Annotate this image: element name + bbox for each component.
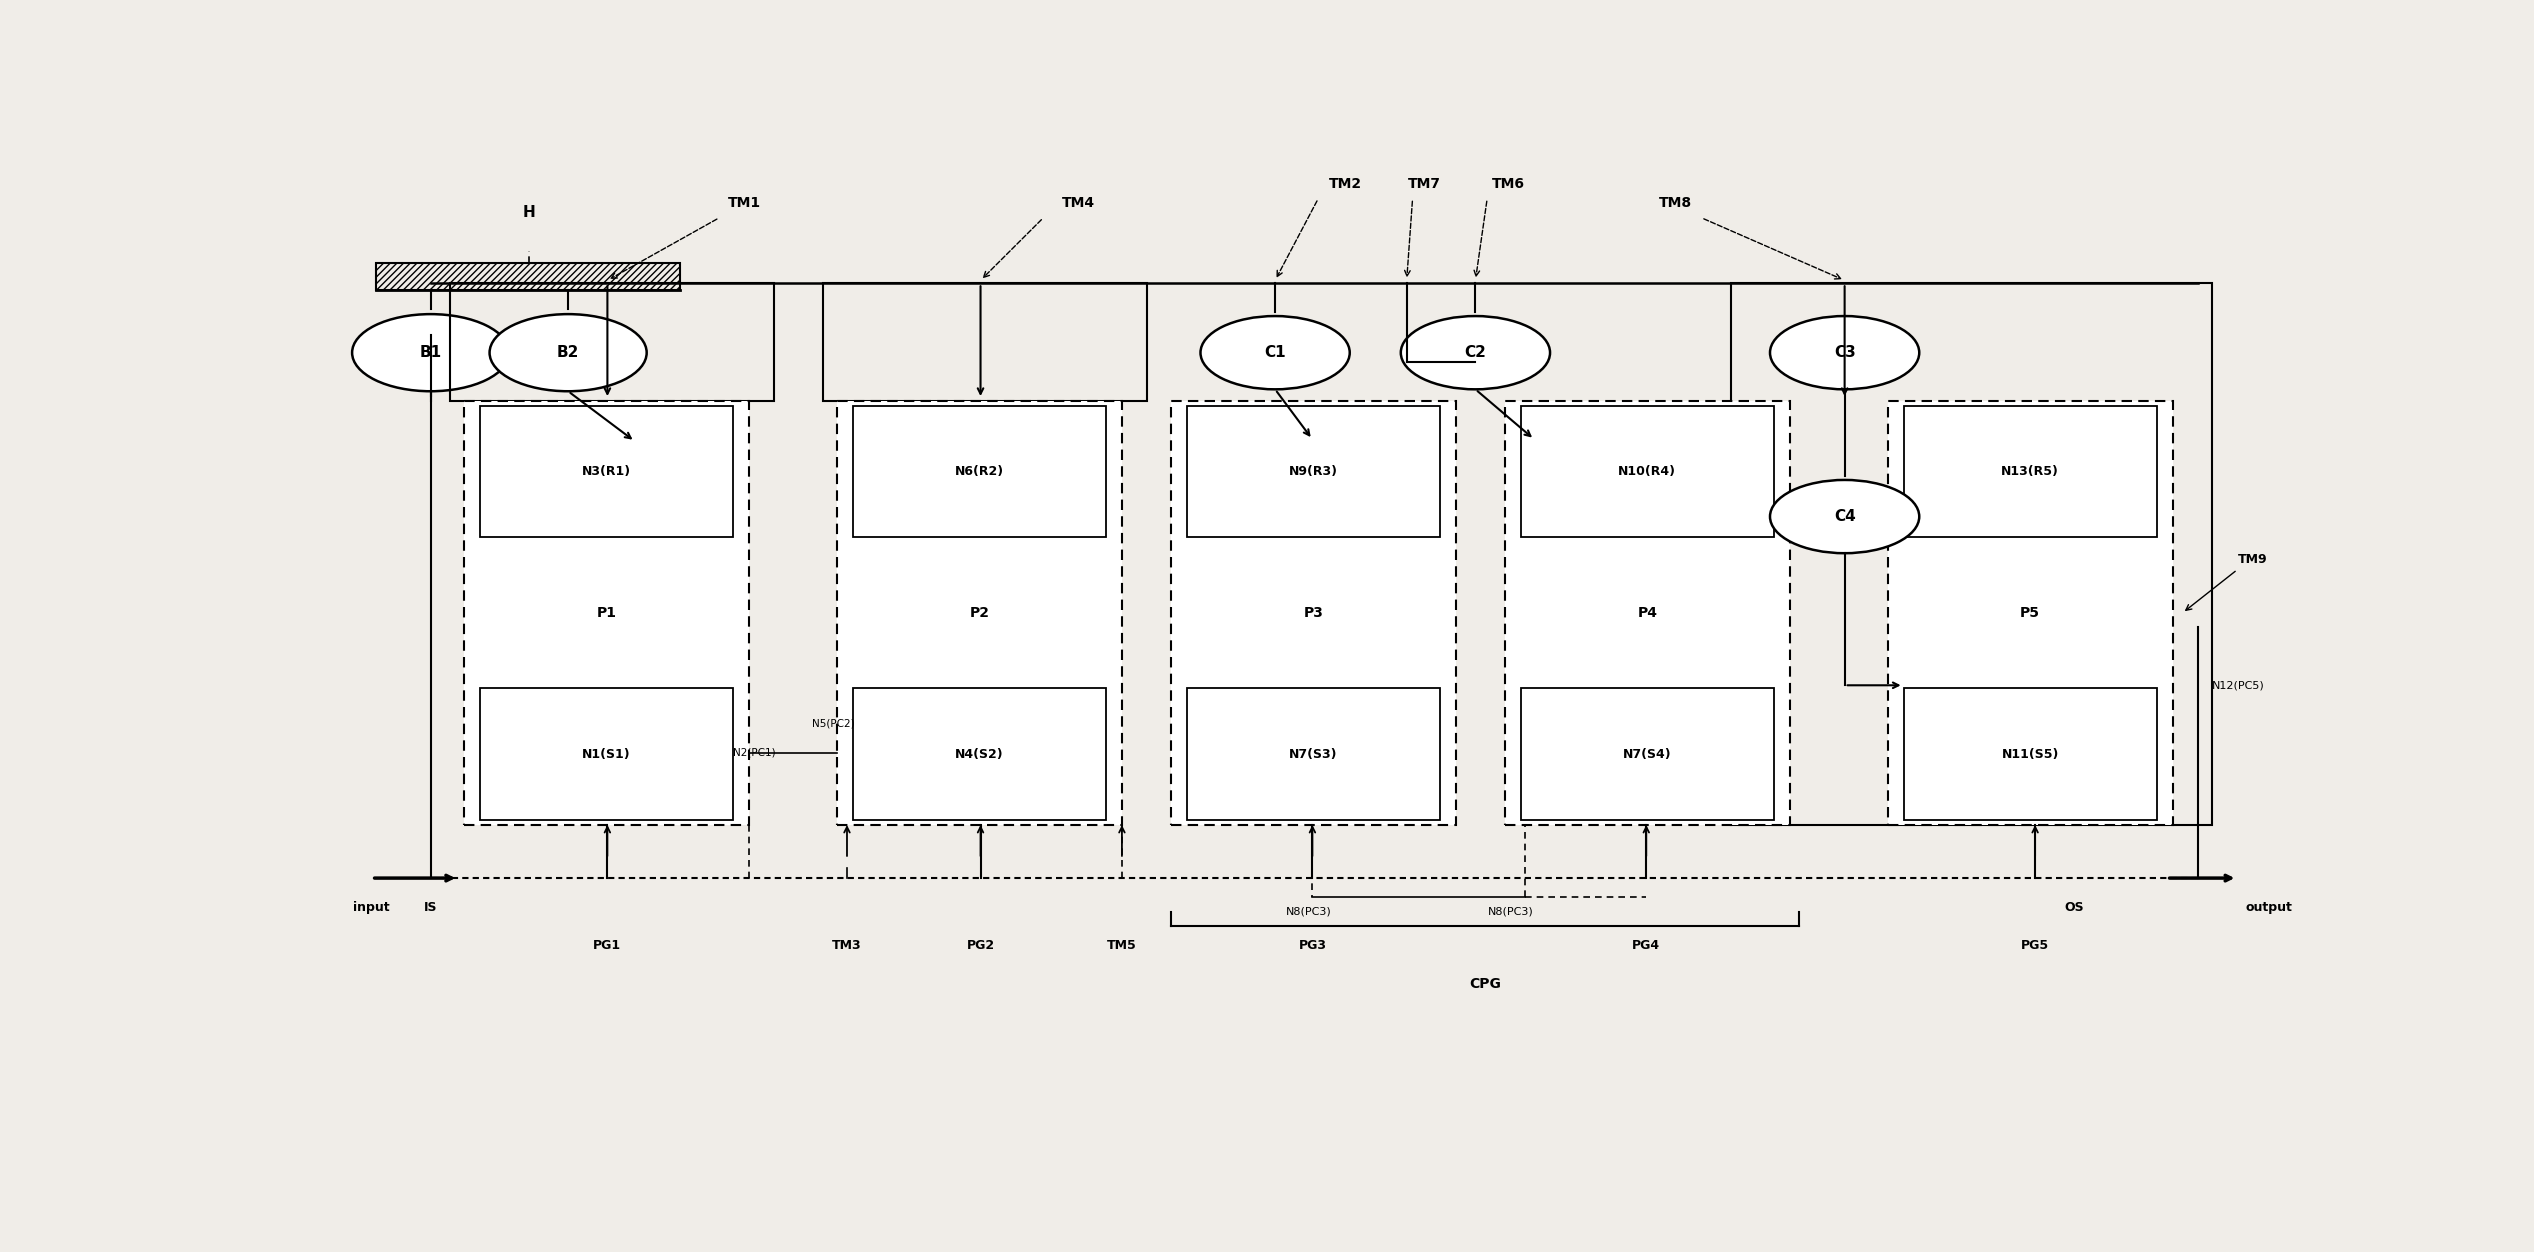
Text: C4: C4: [1835, 510, 1855, 525]
Circle shape: [1201, 316, 1351, 389]
Text: TM6: TM6: [1493, 177, 1525, 192]
Bar: [824, 283, 1148, 401]
Text: N9(R3): N9(R3): [1290, 464, 1338, 478]
Bar: [375, 263, 679, 290]
Text: PG5: PG5: [2022, 939, 2050, 952]
Text: TM1: TM1: [727, 197, 760, 210]
Text: PG4: PG4: [1632, 939, 1660, 952]
Text: H: H: [522, 205, 535, 220]
Text: N3(R1): N3(R1): [583, 464, 631, 478]
Text: PG2: PG2: [965, 939, 993, 952]
Text: C3: C3: [1835, 346, 1855, 361]
Text: N7(S4): N7(S4): [1622, 747, 1672, 761]
Bar: [1171, 401, 1455, 825]
Bar: [1731, 283, 2212, 825]
Text: N8(PC3): N8(PC3): [1285, 906, 1330, 916]
Text: N1(S1): N1(S1): [583, 747, 631, 761]
Bar: [451, 283, 775, 401]
Text: TM7: TM7: [1409, 177, 1442, 192]
Text: N10(R4): N10(R4): [1619, 464, 1678, 478]
Bar: [479, 406, 732, 537]
Text: P5: P5: [2020, 606, 2040, 620]
Text: P3: P3: [1302, 606, 1323, 620]
Bar: [1520, 689, 1774, 820]
Text: N5(PC2): N5(PC2): [811, 719, 854, 729]
Text: TM2: TM2: [1330, 177, 1363, 192]
Text: P2: P2: [971, 606, 991, 620]
Text: N6(R2): N6(R2): [955, 464, 1003, 478]
Text: CPG: CPG: [1470, 977, 1500, 992]
Bar: [464, 401, 750, 825]
Circle shape: [1401, 316, 1551, 389]
Text: TM4: TM4: [1062, 197, 1095, 210]
Text: B1: B1: [421, 346, 441, 361]
Text: TM9: TM9: [2238, 553, 2268, 566]
Bar: [1520, 406, 1774, 537]
Text: N4(S2): N4(S2): [955, 747, 1003, 761]
Bar: [1505, 401, 1789, 825]
Bar: [479, 689, 732, 820]
Text: TM5: TM5: [1107, 939, 1138, 952]
Text: B2: B2: [557, 346, 580, 361]
Text: PG3: PG3: [1297, 939, 1325, 952]
Text: P1: P1: [595, 606, 616, 620]
Bar: [355, 189, 2260, 1028]
Text: PG1: PG1: [593, 939, 621, 952]
Circle shape: [1769, 480, 1918, 553]
Text: N7(S3): N7(S3): [1290, 747, 1338, 761]
Circle shape: [352, 314, 509, 391]
Text: C1: C1: [1264, 346, 1285, 361]
Text: P4: P4: [1637, 606, 1657, 620]
Text: N2(PC1): N2(PC1): [732, 747, 775, 757]
Text: N11(S5): N11(S5): [2002, 747, 2060, 761]
Text: TM8: TM8: [1660, 197, 1693, 210]
Text: TM3: TM3: [831, 939, 862, 952]
Circle shape: [1769, 316, 1918, 389]
Circle shape: [489, 314, 646, 391]
Text: IS: IS: [423, 900, 438, 914]
Text: N12(PC5): N12(PC5): [2212, 680, 2265, 690]
Bar: [1903, 689, 2156, 820]
Text: output: output: [2245, 900, 2293, 914]
Bar: [1186, 689, 1439, 820]
Text: OS: OS: [2065, 900, 2083, 914]
Text: C2: C2: [1465, 346, 1487, 361]
Bar: [1888, 401, 2172, 825]
Bar: [1903, 406, 2156, 537]
Text: input: input: [352, 900, 390, 914]
Bar: [836, 401, 1123, 825]
Text: N8(PC3): N8(PC3): [1487, 906, 1533, 916]
Bar: [854, 406, 1107, 537]
Bar: [1186, 406, 1439, 537]
Text: N13(R5): N13(R5): [2002, 464, 2060, 478]
Bar: [854, 689, 1107, 820]
